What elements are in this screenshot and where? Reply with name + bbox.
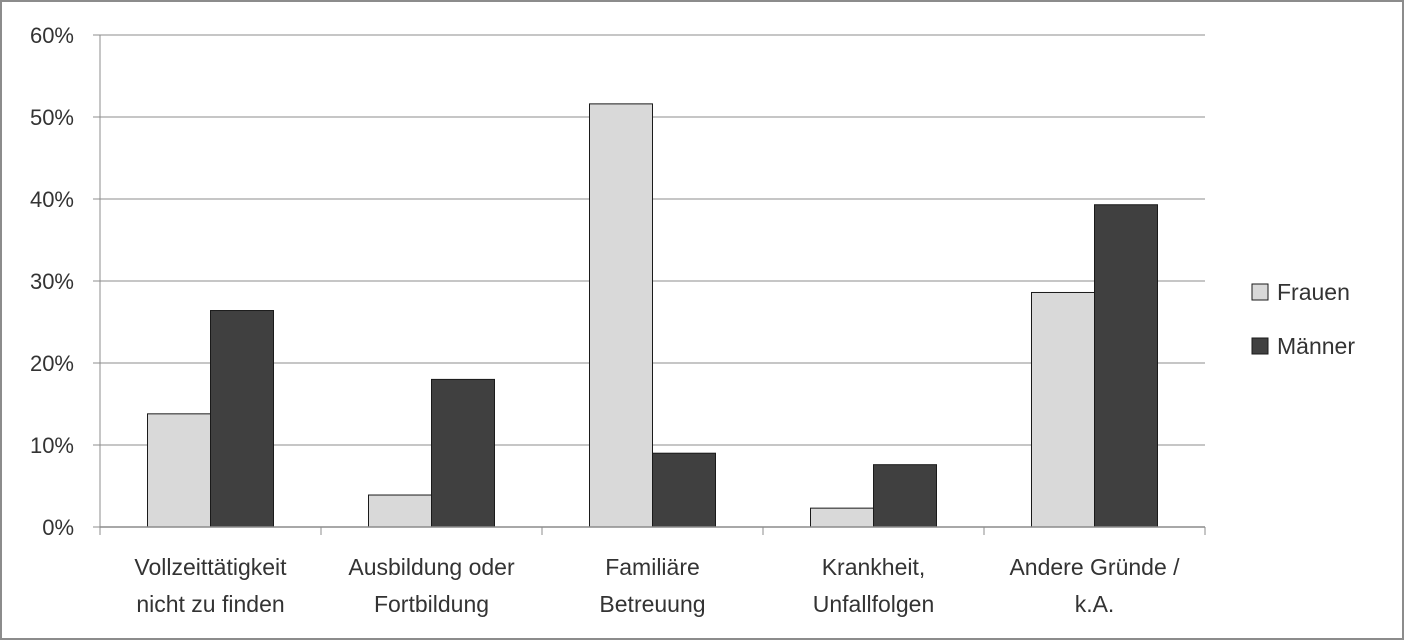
y-tick-label: 50% (30, 105, 74, 130)
legend-swatch-frauen (1251, 283, 1269, 301)
x-category-label: k.A. (1075, 591, 1115, 617)
x-category-label: Betreuung (599, 591, 705, 617)
y-tick-label: 40% (30, 187, 74, 212)
bar-m-nner-0 (210, 310, 274, 528)
bar-m-nner-3 (873, 464, 937, 528)
x-category-label: nicht zu finden (136, 591, 284, 617)
x-category-label: Familiäre (605, 554, 700, 580)
bar-frauen-1 (368, 494, 432, 528)
y-tick-label: 20% (30, 351, 74, 376)
x-category-label: Vollzeittätigkeit (134, 554, 287, 580)
x-category-label: Unfallfolgen (813, 591, 934, 617)
legend-label: Frauen (1277, 279, 1350, 305)
legend: Frauen Männer (1251, 279, 1355, 359)
y-tick-label: 30% (30, 269, 74, 294)
bar-m-nner-2 (652, 452, 716, 528)
bars (147, 103, 1158, 528)
y-tick-label: 10% (30, 433, 74, 458)
bar-m-nner-1 (431, 378, 495, 528)
legend-swatch-m-nner (1251, 337, 1269, 355)
x-category-label: Ausbildung oder (348, 554, 515, 580)
y-axis-tick-labels: 0% 10% 20% 30% 40% 50% 60% (30, 23, 74, 540)
bar-frauen-3 (810, 507, 874, 528)
y-tick-label: 0% (42, 515, 74, 540)
bar-frauen-4 (1031, 291, 1095, 528)
x-category-label: Fortbildung (374, 591, 489, 617)
bar-frauen-0 (147, 413, 211, 528)
x-axis-category-labels: Vollzeittätigkeit nicht zu finden Ausbildu… (134, 554, 1180, 617)
legend-label: Männer (1277, 333, 1355, 359)
y-tick-label: 60% (30, 23, 74, 48)
axes (93, 34, 1206, 535)
x-category-label: Krankheit, (822, 554, 926, 580)
bar-frauen-2 (589, 103, 653, 528)
x-category-label: Andere Gründe / (1009, 554, 1180, 580)
bar-m-nner-4 (1094, 204, 1158, 528)
